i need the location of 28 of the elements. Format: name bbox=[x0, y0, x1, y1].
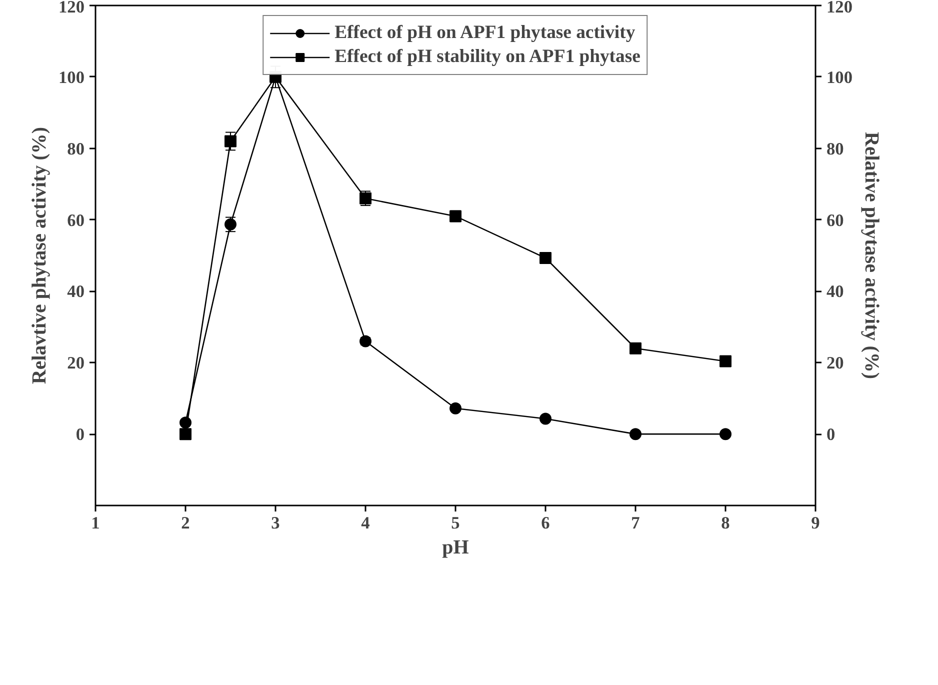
y2-tick-label: 80 bbox=[826, 139, 844, 158]
y2-tick-label: 120 bbox=[826, 0, 852, 16]
y2-tick-label: 60 bbox=[826, 210, 844, 230]
legend-label: Effect of pH on APF1 phytase activity bbox=[334, 22, 636, 44]
x-tick-label: 6 bbox=[541, 514, 550, 532]
x-tick-label: 1 bbox=[91, 514, 100, 532]
x-tick-label: 5 bbox=[451, 514, 460, 532]
y2-tick-label: 100 bbox=[826, 68, 852, 87]
y-tick-label: 0 bbox=[76, 425, 85, 444]
y-tick-label: 20 bbox=[67, 354, 84, 373]
x-tick-label: 4 bbox=[361, 514, 370, 532]
x-tick-label: 3 bbox=[271, 514, 280, 532]
y2-tick-label: 20 bbox=[826, 354, 844, 373]
y-tick-label: 120 bbox=[58, 0, 85, 16]
y-tick-label: 80 bbox=[67, 139, 84, 158]
legend-label: Effect of pH stability on APF1 phytase bbox=[334, 46, 640, 68]
y2-axis-title: Relative phytase activity (%) bbox=[860, 132, 882, 380]
y2-tick-label: 0 bbox=[826, 425, 836, 444]
x-tick-label: 7 bbox=[631, 514, 640, 532]
y-tick-label: 60 bbox=[67, 210, 84, 230]
y-tick-label: 100 bbox=[58, 68, 85, 87]
x-axis-title: pH bbox=[442, 536, 470, 558]
x-tick-label: 8 bbox=[721, 514, 730, 532]
y-axis-title: Relavtive phytase activity (%) bbox=[28, 126, 51, 384]
y-tick-label: 40 bbox=[67, 282, 84, 302]
x-tick-label: 9 bbox=[811, 514, 820, 532]
y2-tick-label: 40 bbox=[826, 282, 844, 302]
x-tick-label: 2 bbox=[181, 514, 190, 532]
